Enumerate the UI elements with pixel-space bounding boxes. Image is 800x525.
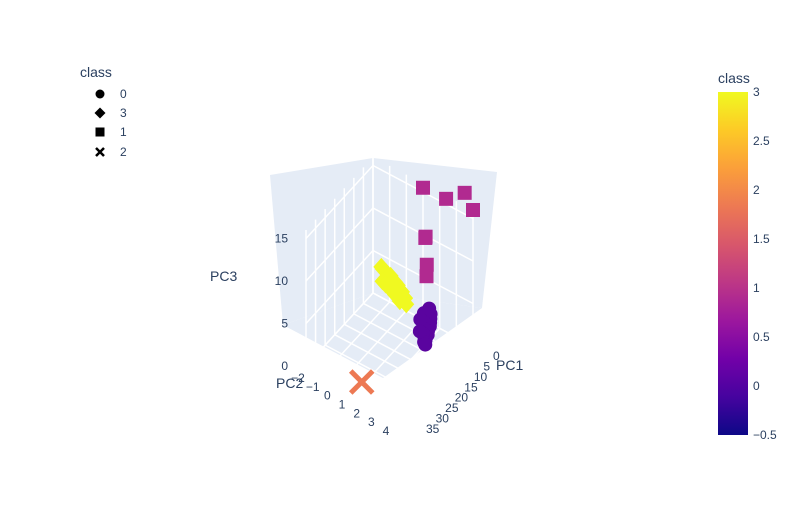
point-circle[interactable] — [413, 312, 428, 327]
colorbar-title: class — [718, 70, 750, 86]
x-tick-label: 35 — [426, 422, 440, 436]
gridline — [355, 318, 424, 394]
data-points[interactable] — [348, 180, 480, 395]
legend-item-2[interactable]: 2 — [80, 142, 127, 161]
point-circle[interactable] — [418, 337, 433, 352]
legend-item-1[interactable]: 1 — [80, 123, 127, 142]
colorbar-tick-label: 1.5 — [753, 232, 770, 246]
point-square[interactable] — [466, 203, 480, 217]
point-square[interactable] — [457, 185, 472, 200]
legend-title: class — [80, 64, 112, 80]
y-tick-label: 0 — [324, 389, 331, 403]
x-tick-label: 0 — [493, 349, 500, 363]
legend: class 0 3 1 2 — [80, 64, 127, 161]
point-square[interactable] — [419, 269, 434, 284]
x-tick-label: 5 — [483, 359, 490, 373]
y-tick-label: 4 — [383, 424, 390, 438]
point-square[interactable] — [419, 257, 434, 272]
point-circle[interactable] — [412, 324, 427, 339]
legend-label: 1 — [120, 125, 127, 140]
y-tick-label: −2 — [291, 371, 305, 385]
colorbar-tick-label: 2.5 — [753, 134, 770, 148]
colorbar-tick-label: 1 — [753, 281, 760, 295]
wall-pc2-pc3 — [270, 158, 373, 325]
gridline — [388, 336, 457, 411]
x-axis-title: PC1 — [496, 357, 523, 373]
legend-item-3[interactable]: 3 — [80, 103, 127, 122]
z-tick-label: 0 — [281, 359, 288, 373]
x-tick-label: 20 — [455, 391, 469, 405]
gridline — [305, 164, 374, 240]
legend-label: 0 — [120, 86, 127, 101]
point-x[interactable] — [348, 369, 375, 395]
gridline — [305, 207, 374, 282]
z-axis-title: PC3 — [210, 268, 237, 284]
point-square[interactable] — [418, 230, 433, 245]
point-diamond[interactable] — [389, 276, 406, 295]
colorbar — [718, 92, 748, 435]
colorbar-tick-label: 0.5 — [753, 330, 770, 344]
gridline — [322, 301, 391, 376]
axis-titles: PC1 PC2 PC3 — [210, 268, 523, 391]
y-tick-label: 3 — [368, 415, 375, 429]
legend-label: 2 — [120, 144, 127, 159]
x-tick-label: 30 — [436, 412, 450, 426]
y-tick-label: 1 — [339, 398, 346, 412]
colorbar-tick-label: 0 — [753, 379, 760, 393]
y-tick-label: −1 — [306, 380, 320, 394]
z-tick-label: 10 — [275, 274, 289, 288]
z-tick-label: 15 — [275, 232, 289, 246]
x-icon — [80, 146, 120, 158]
square-icon — [80, 126, 120, 138]
legend-item-0[interactable]: 0 — [80, 84, 127, 103]
y-axis-title: PC2 — [276, 375, 303, 391]
circle-icon — [80, 88, 120, 100]
point-square[interactable] — [416, 180, 430, 195]
legend-label: 3 — [120, 105, 127, 120]
y-tick-label: 2 — [353, 406, 360, 420]
colorbar-tick-label: −0.5 — [753, 428, 777, 442]
point-square[interactable] — [439, 191, 454, 206]
diamond-icon — [80, 107, 120, 119]
gridline — [305, 292, 374, 367]
x-tick-label: 25 — [445, 401, 459, 415]
x-tick-label: 10 — [474, 370, 488, 384]
gridline — [405, 345, 474, 420]
x-tick-label: 15 — [464, 380, 478, 394]
point-diamond[interactable] — [398, 295, 415, 314]
colorbar-tick-label: 2 — [753, 183, 760, 197]
z-tick-label: 5 — [281, 317, 288, 331]
colorbar-tick-label: 3 — [753, 85, 760, 99]
gridline — [305, 249, 374, 325]
